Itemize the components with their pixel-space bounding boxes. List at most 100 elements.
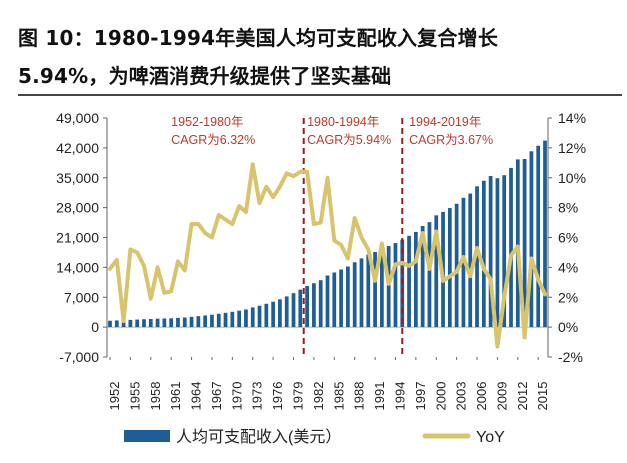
income-bar xyxy=(284,296,289,328)
income-bar xyxy=(468,193,473,328)
x-tick-label: 2000 xyxy=(433,382,448,411)
income-bar xyxy=(135,319,140,328)
right-tick-label: 4% xyxy=(558,259,578,275)
income-bar xyxy=(454,203,459,328)
income-bar xyxy=(522,158,527,328)
income-bar xyxy=(481,180,486,328)
income-bar xyxy=(475,186,479,328)
income-bar xyxy=(529,151,534,328)
x-tick-label: 1961 xyxy=(168,382,183,411)
income-bar xyxy=(148,319,153,328)
right-tick-label: 0% xyxy=(558,319,578,335)
income-bar xyxy=(257,305,262,328)
income-bar xyxy=(182,317,187,328)
income-bar xyxy=(176,317,180,328)
right-tick-label: 10% xyxy=(558,170,586,186)
income-bar xyxy=(488,176,493,328)
x-tick-label: 2006 xyxy=(474,382,489,411)
income-bar xyxy=(359,258,364,328)
period-annotation-text: CAGR为6.32% xyxy=(171,133,255,147)
income-bar xyxy=(332,272,337,328)
income-bar xyxy=(420,225,425,328)
left-tick-label: 42,000 xyxy=(56,140,99,156)
x-tick-label: 1955 xyxy=(127,382,142,411)
income-bar xyxy=(427,222,432,328)
income-bar xyxy=(216,313,221,328)
income-bar xyxy=(407,235,411,328)
x-tick-label: 1994 xyxy=(392,382,407,411)
income-bar xyxy=(380,248,384,328)
income-bar xyxy=(386,246,391,328)
left-tick-label: 49,000 xyxy=(56,110,99,126)
period-annotation-text: CAGR为3.67% xyxy=(409,133,493,147)
income-bar xyxy=(230,311,235,328)
right-tick-label: 14% xyxy=(558,110,586,126)
income-bar xyxy=(169,318,174,328)
income-bar xyxy=(203,315,208,328)
income-bar xyxy=(325,275,330,328)
income-bar xyxy=(373,252,377,328)
income-bar xyxy=(155,318,160,328)
left-tick-label: -7,000 xyxy=(59,349,99,365)
income-bar xyxy=(108,320,112,328)
income-bar xyxy=(339,269,343,328)
x-tick-label: 1997 xyxy=(413,382,428,411)
income-bar xyxy=(318,280,323,328)
x-tick-label: 1958 xyxy=(148,382,163,411)
left-tick-label: 14,000 xyxy=(56,259,99,275)
period-annotation-text: 1952-1980年 xyxy=(171,115,243,129)
income-bar xyxy=(305,285,309,328)
legend-bar-label: 人均可支配收入(美元） xyxy=(176,428,341,446)
title-divider xyxy=(18,94,622,96)
income-bar xyxy=(543,140,547,328)
income-bar xyxy=(509,167,513,328)
right-tick-label: 12% xyxy=(558,140,586,156)
income-bar xyxy=(121,320,126,328)
chart-title-line2: 5.94%，为啤酒消费升级提供了坚实基础 xyxy=(18,64,392,88)
period-annotation-text: 1994-2019年 xyxy=(409,115,481,129)
x-tick-label: 1973 xyxy=(250,382,265,411)
income-bar xyxy=(189,316,194,328)
left-tick-label: 21,000 xyxy=(56,230,99,246)
x-tick-label: 2012 xyxy=(515,382,530,411)
income-bar xyxy=(352,262,357,328)
x-tick-label: 1952 xyxy=(107,382,122,411)
x-tick-label: 1970 xyxy=(229,382,244,411)
income-bar xyxy=(298,289,303,328)
income-bar xyxy=(128,319,133,328)
x-tick-label: 1979 xyxy=(291,382,306,411)
left-tick-label: 35,000 xyxy=(56,170,99,186)
x-tick-label: 2003 xyxy=(454,382,469,411)
left-tick-label: 0 xyxy=(91,319,99,335)
income-bar xyxy=(142,319,146,328)
income-bar xyxy=(210,314,214,328)
period-annotation-text: 1980-1994年 xyxy=(307,115,379,129)
x-tick-label: 1988 xyxy=(352,382,367,411)
income-bar xyxy=(502,175,507,328)
right-tick-label: 2% xyxy=(558,289,578,305)
x-tick-label: 1985 xyxy=(331,382,346,411)
income-bar xyxy=(434,215,439,328)
income-bar xyxy=(495,178,500,328)
income-bar xyxy=(291,293,296,328)
x-tick-label: 1991 xyxy=(372,382,387,411)
left-tick-label: 28,000 xyxy=(56,200,99,216)
legend-bar-swatch xyxy=(124,430,170,442)
income-bar xyxy=(536,145,541,328)
legend-line-label: YoY xyxy=(476,429,505,446)
income-bar xyxy=(264,303,269,328)
income-bar xyxy=(393,243,398,328)
yoy-line xyxy=(108,162,547,349)
income-bar xyxy=(250,307,255,328)
income-bar xyxy=(237,310,242,328)
x-tick-label: 1964 xyxy=(189,382,204,411)
x-tick-label: 1967 xyxy=(209,382,224,411)
right-tick-label: -2% xyxy=(558,349,583,365)
income-bar xyxy=(515,159,520,328)
income-bar xyxy=(196,316,201,328)
income-bar xyxy=(413,231,418,328)
income-bar xyxy=(271,301,275,328)
income-bar xyxy=(223,312,228,328)
income-bar xyxy=(278,299,282,328)
